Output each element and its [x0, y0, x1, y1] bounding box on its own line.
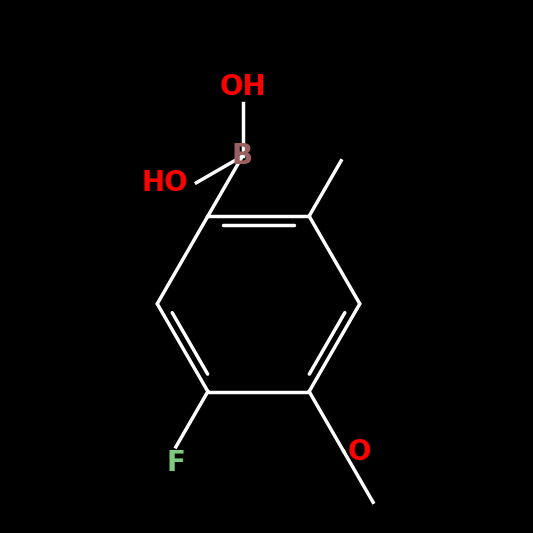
Text: O: O: [348, 438, 372, 465]
Text: OH: OH: [219, 73, 266, 101]
Text: HO: HO: [141, 169, 188, 197]
Text: F: F: [166, 449, 185, 477]
Text: B: B: [232, 142, 253, 170]
